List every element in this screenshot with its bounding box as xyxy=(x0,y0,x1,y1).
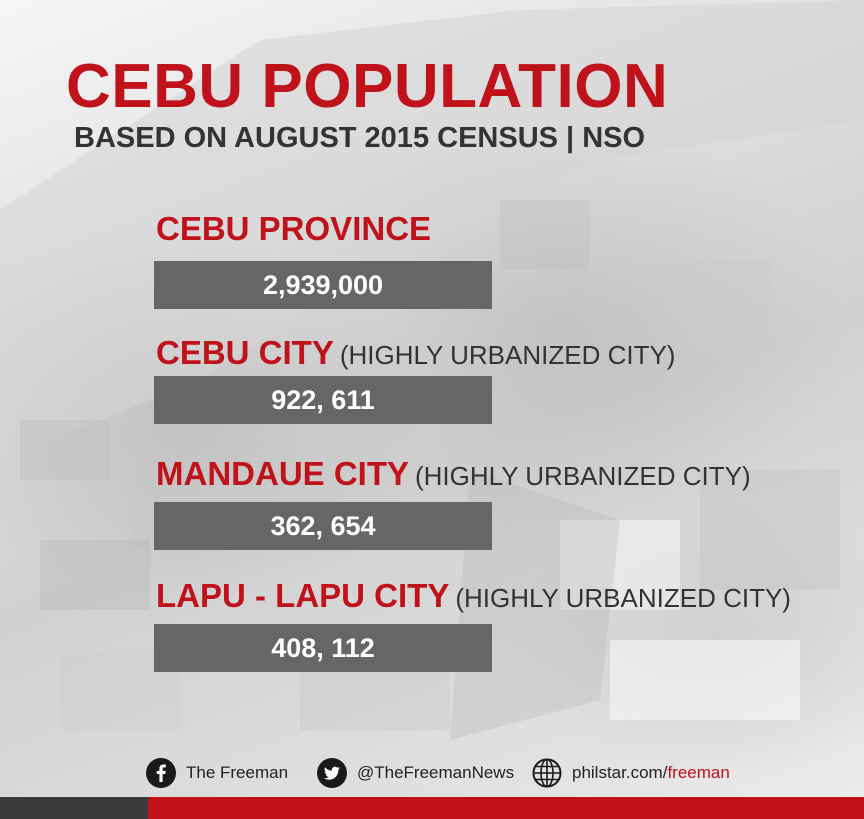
page-subtitle: BASED ON AUGUST 2015 CENSUS | NSO xyxy=(74,122,646,154)
page-title: CEBU POPULATION xyxy=(66,52,669,121)
population-bar-cebu-province: 2,939,000 xyxy=(154,261,492,309)
twitter-label: @TheFreemanNews xyxy=(357,763,515,782)
facebook-label: The Freeman xyxy=(186,763,289,782)
bottom-strip-red xyxy=(148,797,864,819)
entry-name: LAPU - LAPU CITY xyxy=(156,577,450,614)
entry-label-cebu-province: CEBU PROVINCE xyxy=(156,209,431,256)
population-bar-cebu-city: 922, 611 xyxy=(154,376,492,424)
population-bar-mandaue-city: 362, 654 xyxy=(154,502,492,550)
website-label: philstar.com/freeman xyxy=(572,763,730,783)
twitter-link[interactable]: @TheFreemanNews xyxy=(317,758,514,788)
entry-label-lapu-lapu-city: LAPU - LAPU CITY (HIGHLY URBANIZED CITY) xyxy=(156,576,791,623)
entry-name: CEBU PROVINCE xyxy=(156,210,432,247)
entry-type: (HIGHLY URBANIZED CITY) xyxy=(339,340,676,370)
entry-type: (HIGHLY URBANIZED CITY) xyxy=(455,583,791,613)
facebook-link[interactable]: The Freeman xyxy=(146,758,288,788)
twitter-icon xyxy=(317,758,347,788)
population-bar-lapu-lapu-city: 408, 112 xyxy=(154,624,492,672)
website-domain: philstar.com/ xyxy=(572,763,668,782)
entry-name: MANDAUE CITY xyxy=(156,455,409,492)
website-link[interactable]: philstar.com/freeman xyxy=(532,758,730,788)
footer-social-links: The Freeman @TheFreemanNews philstar.com… xyxy=(0,748,864,796)
entry-label-mandaue-city: MANDAUE CITY (HIGHLY URBANIZED CITY) xyxy=(156,454,751,501)
facebook-icon xyxy=(146,758,176,788)
globe-icon xyxy=(532,758,562,788)
entry-type: (HIGHLY URBANIZED CITY) xyxy=(415,461,751,491)
entry-name: CEBU CITY xyxy=(156,334,334,371)
entry-label-cebu-city: CEBU CITY (HIGHLY URBANIZED CITY) xyxy=(156,333,675,380)
website-path: freeman xyxy=(667,763,730,782)
bottom-strip-dark xyxy=(0,797,148,819)
